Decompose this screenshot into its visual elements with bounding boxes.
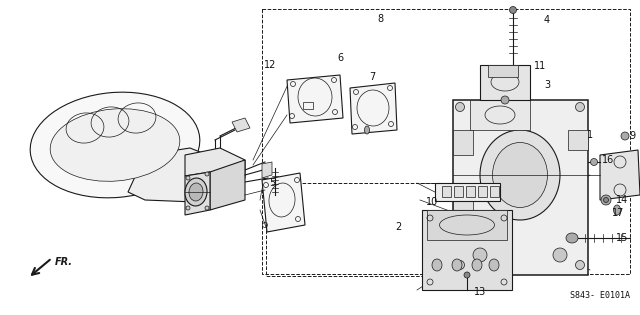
Bar — [453, 100, 588, 275]
Bar — [480, 65, 530, 100]
Ellipse shape — [185, 178, 207, 206]
Bar — [488, 65, 518, 77]
Ellipse shape — [614, 205, 621, 215]
Polygon shape — [262, 173, 305, 232]
Text: 2: 2 — [395, 222, 401, 232]
Ellipse shape — [189, 183, 203, 201]
Polygon shape — [600, 150, 640, 200]
Ellipse shape — [473, 248, 487, 262]
Ellipse shape — [456, 261, 465, 270]
Ellipse shape — [456, 102, 465, 112]
Text: 10: 10 — [426, 197, 438, 207]
Ellipse shape — [509, 7, 516, 14]
Text: 6: 6 — [337, 53, 343, 63]
Ellipse shape — [464, 272, 470, 278]
Text: 9: 9 — [629, 131, 635, 141]
Polygon shape — [350, 83, 397, 134]
Polygon shape — [185, 148, 245, 178]
Bar — [435, 183, 500, 201]
Ellipse shape — [601, 195, 611, 205]
Bar — [470, 100, 530, 130]
Bar — [303, 102, 313, 109]
Text: S843- E0101A: S843- E0101A — [570, 291, 630, 300]
Ellipse shape — [365, 126, 369, 134]
Ellipse shape — [205, 206, 209, 210]
Polygon shape — [185, 172, 210, 215]
Bar — [478, 186, 487, 197]
Text: 17: 17 — [612, 208, 624, 218]
Text: 11: 11 — [534, 61, 546, 71]
Text: 5: 5 — [269, 178, 275, 188]
Ellipse shape — [575, 102, 584, 112]
Text: 14: 14 — [616, 195, 628, 205]
Bar — [262, 9, 630, 274]
Ellipse shape — [205, 172, 209, 176]
Ellipse shape — [186, 206, 190, 210]
Polygon shape — [232, 118, 250, 132]
Polygon shape — [287, 75, 343, 123]
Ellipse shape — [472, 259, 482, 271]
Text: 13: 13 — [474, 287, 486, 297]
Bar — [453, 200, 473, 225]
Text: 3: 3 — [544, 80, 550, 90]
Ellipse shape — [50, 109, 180, 181]
Ellipse shape — [591, 158, 598, 165]
Ellipse shape — [489, 259, 499, 271]
Text: 15: 15 — [616, 233, 628, 243]
Bar — [453, 130, 473, 155]
Ellipse shape — [432, 259, 442, 271]
Bar — [568, 130, 588, 150]
Ellipse shape — [480, 130, 560, 220]
Text: 1: 1 — [587, 130, 593, 140]
Ellipse shape — [452, 259, 462, 271]
Text: 12: 12 — [264, 60, 276, 70]
Bar — [266, 183, 461, 276]
Polygon shape — [262, 162, 272, 178]
Bar — [490, 186, 499, 197]
Ellipse shape — [566, 233, 578, 243]
Ellipse shape — [621, 132, 629, 140]
Polygon shape — [128, 148, 215, 202]
Text: 16: 16 — [602, 155, 614, 165]
Text: 8: 8 — [377, 14, 383, 24]
Polygon shape — [210, 160, 245, 210]
Ellipse shape — [493, 142, 547, 208]
Bar — [454, 186, 463, 197]
Bar — [466, 186, 475, 197]
Ellipse shape — [501, 96, 509, 104]
Bar — [427, 210, 507, 240]
Text: 7: 7 — [369, 72, 375, 82]
Ellipse shape — [186, 176, 190, 180]
Bar — [422, 210, 512, 290]
Text: FR.: FR. — [55, 257, 73, 267]
Ellipse shape — [553, 248, 567, 262]
Ellipse shape — [575, 261, 584, 270]
Ellipse shape — [30, 92, 200, 198]
Text: 4: 4 — [544, 15, 550, 25]
Ellipse shape — [604, 198, 609, 203]
Bar — [442, 186, 451, 197]
